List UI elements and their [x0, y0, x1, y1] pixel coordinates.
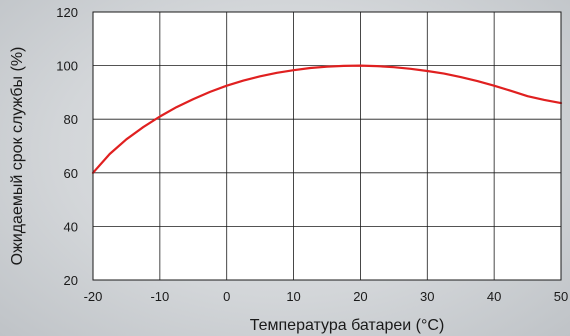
x-tick-label: 10 — [286, 289, 300, 304]
x-axis-label: Температура батареи (°C) — [250, 317, 445, 334]
x-tick-label: -10 — [150, 289, 169, 304]
x-tick-label: -20 — [84, 289, 103, 304]
plot-frame — [92, 11, 562, 281]
y-tick-label: 40 — [64, 219, 78, 234]
plot-area — [93, 12, 561, 280]
y-tick-label: 20 — [64, 273, 78, 288]
x-tick-label: 20 — [353, 289, 367, 304]
y-tick-label: 60 — [64, 166, 78, 181]
y-axis-label: Ожидаемый срок службы (%) — [9, 47, 26, 266]
x-tick-label: 0 — [223, 289, 230, 304]
x-tick-label: 40 — [487, 289, 501, 304]
y-tick-label: 100 — [56, 59, 78, 74]
series-line — [91, 64, 563, 174]
y-tick-labels: 20 40 60 80 100 120 — [56, 5, 78, 288]
data-series — [91, 64, 563, 174]
x-tick-label: 30 — [420, 289, 434, 304]
x-tick-label: 50 — [554, 289, 568, 304]
y-tick-label: 80 — [64, 112, 78, 127]
x-tick-labels: -20 -10 0 10 20 30 40 50 — [84, 289, 569, 304]
y-tick-label: 120 — [56, 5, 78, 20]
